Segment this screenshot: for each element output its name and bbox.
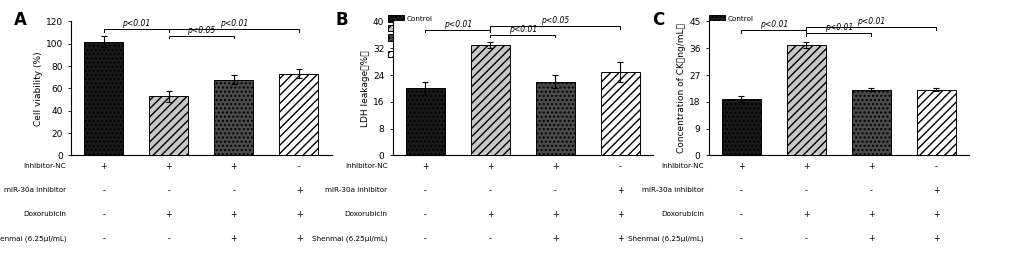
Text: +: + [932, 186, 938, 195]
Bar [916, 90, 955, 155]
Text: +: + [551, 162, 558, 171]
Text: -: - [488, 234, 491, 243]
Text: -: - [804, 186, 807, 195]
Bar [851, 90, 891, 155]
Y-axis label: LDH leakage（%）: LDH leakage（%） [361, 50, 370, 127]
Text: miR-30a inhibitor: miR-30a inhibitor [325, 187, 387, 193]
Text: -: - [553, 186, 556, 195]
Text: p<0.01: p<0.01 [508, 25, 536, 34]
Text: +: + [230, 162, 237, 171]
Text: p<0.01: p<0.01 [824, 23, 852, 32]
Text: -: - [102, 210, 105, 219]
Text: +: + [165, 210, 172, 219]
Text: +: + [486, 162, 493, 171]
Text: p<0.01: p<0.01 [443, 20, 472, 29]
Text: +: + [296, 186, 302, 195]
Text: +: + [422, 162, 428, 171]
Text: -: - [619, 162, 622, 171]
Text: +: + [551, 210, 558, 219]
Text: -: - [739, 234, 742, 243]
Text: +: + [867, 234, 874, 243]
Y-axis label: Cell viability (%): Cell viability (%) [34, 51, 43, 126]
Text: -: - [423, 186, 426, 195]
Text: Doxorubicin: Doxorubicin [660, 211, 703, 217]
Text: Doxorubicin: Doxorubicin [23, 211, 66, 217]
Text: B: B [335, 11, 347, 29]
Text: Doxorubicin: Doxorubicin [344, 211, 387, 217]
Text: Inhibitor-NC: Inhibitor-NC [23, 163, 66, 169]
Text: p<0.01: p<0.01 [759, 20, 788, 29]
Bar [85, 42, 123, 155]
Text: miR-30a inhibitor: miR-30a inhibitor [641, 187, 703, 193]
Bar [406, 88, 444, 155]
Text: +: + [230, 210, 237, 219]
Text: +: + [616, 186, 623, 195]
Text: -: - [232, 186, 235, 195]
Text: Shenmai (6.25μl/mL): Shenmai (6.25μl/mL) [0, 235, 66, 242]
Text: p<0.01: p<0.01 [220, 19, 248, 28]
Text: +: + [867, 210, 874, 219]
Text: A: A [14, 11, 28, 29]
Text: +: + [616, 234, 623, 243]
Bar [721, 99, 760, 155]
Text: -: - [934, 162, 937, 171]
Bar [535, 82, 575, 155]
Text: Shenmai (6.25μl/mL): Shenmai (6.25μl/mL) [312, 235, 387, 242]
Text: +: + [738, 162, 744, 171]
Bar [600, 72, 639, 155]
Bar [214, 80, 254, 155]
Text: p<0.05: p<0.05 [187, 26, 215, 35]
Y-axis label: Concentration of CK（ng/mL）: Concentration of CK（ng/mL） [677, 24, 686, 153]
Text: Shenmai (6.25μl/mL): Shenmai (6.25μl/mL) [628, 235, 703, 242]
Text: -: - [298, 162, 301, 171]
Text: +: + [802, 162, 809, 171]
Text: p<0.01: p<0.01 [857, 17, 884, 26]
Legend: Control, Model, Shenmai, Shenmai+
miR-30a
inhibitor: Control, Model, Shenmai, Shenmai+ miR-30… [386, 14, 444, 65]
Text: -: - [423, 210, 426, 219]
Bar [787, 45, 825, 155]
Bar [279, 74, 318, 155]
Text: -: - [869, 186, 872, 195]
Text: +: + [551, 234, 558, 243]
Text: -: - [102, 186, 105, 195]
Text: +: + [296, 210, 302, 219]
Text: +: + [932, 210, 938, 219]
Bar [471, 45, 510, 155]
Text: +: + [616, 210, 623, 219]
Legend: Control, Model, Shenmai, Shenmai+
miR-30a
inhibitor: Control, Model, Shenmai, Shenmai+ miR-30… [707, 14, 765, 65]
Text: -: - [739, 186, 742, 195]
Text: -: - [102, 234, 105, 243]
Text: p<0.05: p<0.05 [541, 16, 569, 25]
Text: -: - [488, 186, 491, 195]
Text: -: - [739, 210, 742, 219]
Text: +: + [165, 162, 172, 171]
Text: Inhibitor-NC: Inhibitor-NC [660, 163, 703, 169]
Text: +: + [486, 210, 493, 219]
Text: -: - [167, 186, 170, 195]
Text: Inhibitor-NC: Inhibitor-NC [344, 163, 387, 169]
Text: C: C [651, 11, 663, 29]
Bar [150, 96, 189, 155]
Text: -: - [167, 234, 170, 243]
Text: +: + [296, 234, 302, 243]
Text: -: - [423, 234, 426, 243]
Text: -: - [804, 234, 807, 243]
Text: +: + [867, 162, 874, 171]
Text: miR-30a inhibitor: miR-30a inhibitor [4, 187, 66, 193]
Text: +: + [230, 234, 237, 243]
Text: +: + [932, 234, 938, 243]
Text: p<0.01: p<0.01 [122, 19, 151, 28]
Text: +: + [802, 210, 809, 219]
Text: +: + [101, 162, 107, 171]
